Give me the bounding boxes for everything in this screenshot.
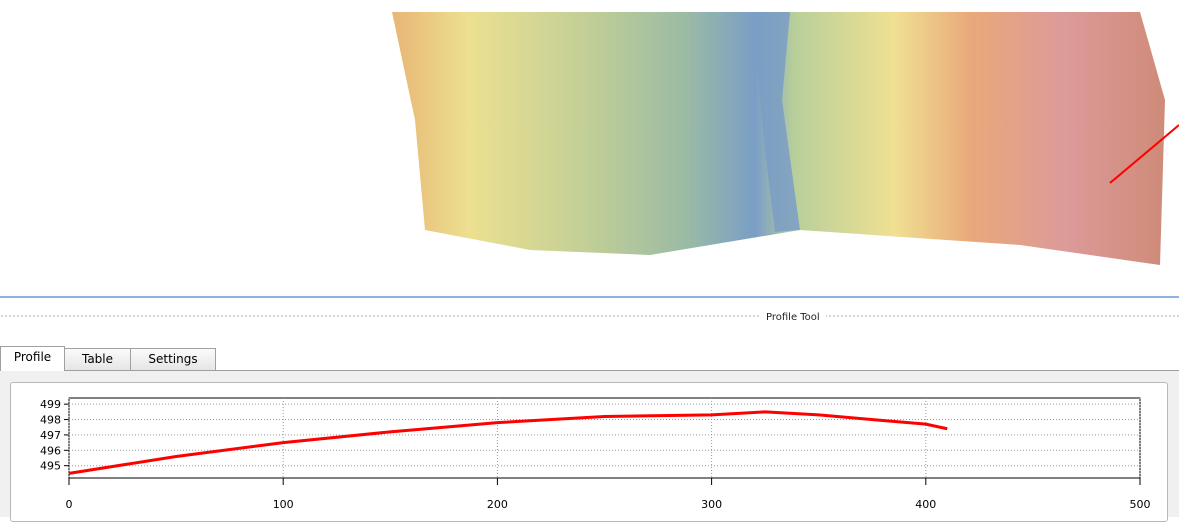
x-tick-label: 100 — [273, 498, 294, 511]
x-tick-label: 400 — [915, 498, 936, 511]
y-tick-label: 496 — [40, 444, 61, 457]
y-tick-label: 498 — [40, 414, 61, 427]
x-tick-label: 0 — [66, 498, 73, 511]
y-tick-label: 495 — [40, 460, 61, 473]
y-tick-label: 499 — [40, 398, 61, 411]
page: Profile Tool Profile Table Settings 4954… — [0, 0, 1179, 517]
plot-area — [69, 398, 1140, 478]
y-tick-label: 497 — [40, 429, 61, 442]
x-tick-label: 300 — [701, 498, 722, 511]
profile-chart: 495 496 497 498 499 0 100 200 300 400 500 — [0, 0, 1179, 517]
x-tick-label: 500 — [1130, 498, 1151, 511]
tab[interactable]: Profile — [0, 346, 65, 371]
x-tick-label: 200 — [487, 498, 508, 511]
